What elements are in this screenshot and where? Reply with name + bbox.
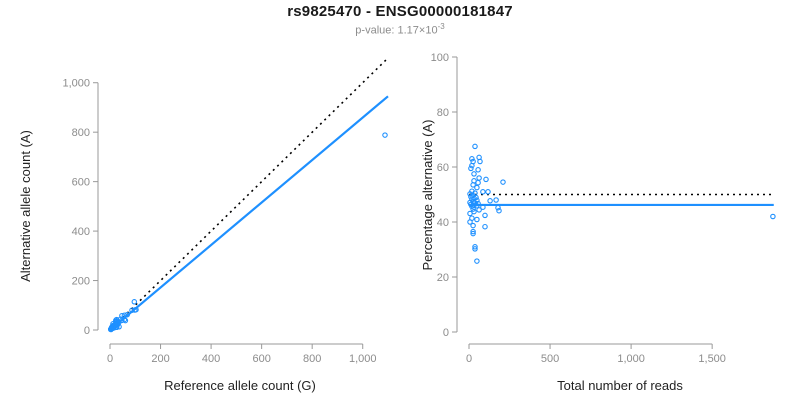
data-point [482, 223, 488, 230]
x-tick-label: 800 [303, 353, 321, 365]
x-tick-label: 1,000 [349, 353, 377, 365]
data-point [119, 317, 125, 324]
p-value-exponent: -3 [437, 22, 445, 31]
x-tick-label: 1,000 [617, 353, 645, 365]
data-point [113, 324, 120, 331]
data-point [470, 182, 476, 188]
fit-line [109, 95, 389, 331]
data-point [470, 228, 476, 235]
data-point [469, 203, 475, 210]
percentage-scatter-chart: 0 20 40 60 80 100 0 500 1,000 1,500 Total number o… [420, 52, 776, 393]
x-tick-label: 500 [541, 353, 559, 365]
x-tick-label: 600 [252, 353, 270, 365]
data-point [472, 143, 478, 150]
data-point [468, 165, 474, 172]
identity-line [109, 57, 389, 331]
data-point [121, 316, 128, 323]
data-point [476, 207, 482, 213]
data-point [467, 210, 473, 217]
data-point [475, 167, 481, 173]
data-point [116, 324, 122, 330]
data-point [133, 306, 139, 313]
data-point [471, 171, 477, 177]
y-axis-label: Alternative allele count (A) [18, 130, 33, 282]
y-tick-label: 20 [437, 272, 449, 284]
data-point [487, 198, 493, 204]
data-point [469, 162, 475, 169]
allele-count-scatter-chart: 0 200 400 600 800 1,000 0 200 400 600 800 1,000 Refe… [18, 57, 389, 393]
y-tick-label: 200 [72, 276, 90, 288]
data-point [480, 204, 486, 210]
data-point [470, 222, 476, 229]
data-point [474, 203, 480, 209]
y-tick-label: 0 [84, 325, 90, 337]
y-tick-label: 80 [437, 107, 449, 119]
page-title: rs9825470 - ENSG00000181847 [287, 3, 513, 20]
x-tick-label: 0 [107, 353, 113, 365]
x-axis-label: Reference allele count (G) [164, 378, 316, 393]
y-tick-label: 100 [431, 52, 449, 64]
data-point [474, 184, 480, 191]
data-point [483, 176, 489, 183]
p-value-subtitle: p-value: 1.17×10-3 [0, 22, 800, 37]
data-point [480, 189, 486, 195]
data-point [476, 175, 482, 181]
p-value-text: p-value: 1.17×10 [355, 24, 438, 37]
data-point [472, 244, 478, 250]
data-point [472, 246, 478, 252]
data-point [467, 219, 473, 225]
y-tick-label: 1,000 [62, 78, 90, 90]
data-point [470, 230, 476, 237]
y-tick-label: 600 [72, 177, 90, 189]
y-axis-label: Percentage alternative (A) [420, 119, 435, 270]
data-point [500, 179, 506, 185]
data-point [382, 132, 388, 138]
data-point [111, 325, 117, 331]
data-point [122, 317, 129, 324]
data-point [475, 179, 481, 186]
data-point [770, 213, 776, 220]
y-tick-label: 40 [437, 217, 449, 229]
y-tick-label: 60 [437, 162, 449, 174]
y-tick-label: 800 [72, 127, 90, 139]
data-point [493, 197, 499, 203]
data-point [482, 212, 488, 219]
y-tick-label: 0 [443, 327, 449, 339]
data-point [496, 207, 502, 214]
data-point [474, 258, 480, 264]
x-axis-label: Total number of reads [557, 378, 683, 393]
data-point [474, 216, 480, 223]
x-tick-label: 400 [202, 353, 220, 365]
data-point [469, 156, 475, 162]
data-point [485, 189, 491, 195]
data-point [131, 299, 138, 305]
x-tick-label: 1,500 [698, 353, 726, 365]
y-tick-label: 400 [72, 226, 90, 238]
data-point [495, 204, 501, 211]
data-point [124, 311, 130, 318]
data-point [477, 158, 483, 165]
x-tick-label: 200 [151, 353, 169, 365]
data-point [470, 206, 476, 212]
x-tick-label: 0 [466, 353, 472, 365]
